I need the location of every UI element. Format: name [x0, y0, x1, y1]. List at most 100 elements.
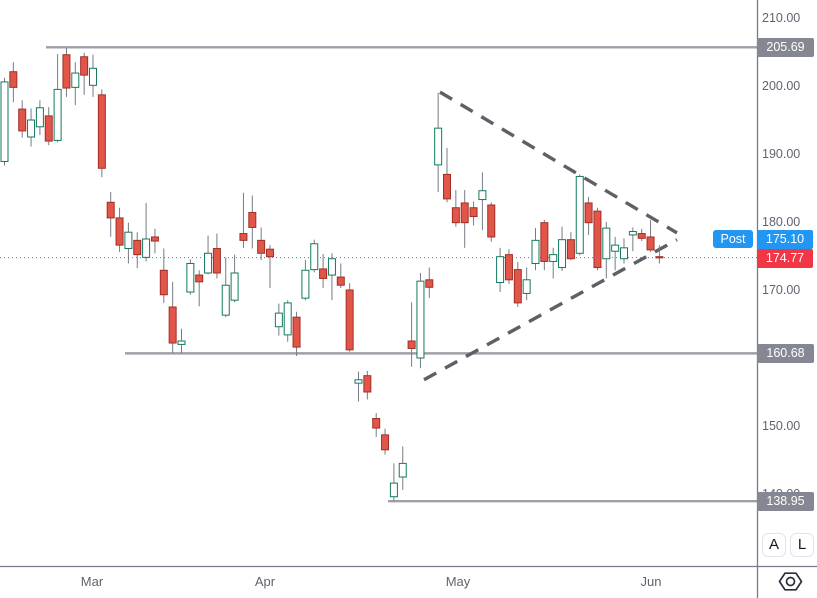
candle-down [239, 233, 248, 241]
price-tick-label: 180.00 [762, 215, 801, 229]
candle-up [389, 482, 398, 498]
month-label: Mar [80, 574, 104, 589]
candle-down [425, 279, 434, 288]
candle-down [372, 418, 381, 429]
candle-up [283, 302, 292, 336]
candle-up [186, 262, 195, 293]
candle-up [53, 88, 62, 141]
time-axis[interactable]: Mar Apr May Jun [0, 567, 817, 598]
candle-down [460, 202, 469, 224]
candle-up [177, 340, 186, 345]
candle-up [628, 231, 637, 236]
candle-down [292, 316, 301, 348]
candle-up [71, 72, 80, 88]
candle-down [257, 239, 266, 254]
candle-up [531, 239, 540, 264]
candle-down [345, 289, 354, 351]
candle-down [18, 108, 27, 132]
candle-down [443, 173, 451, 200]
candle-down [655, 256, 664, 259]
price-tick-label: 200.00 [762, 79, 801, 93]
candle-up [434, 127, 443, 166]
candle-up [416, 280, 425, 359]
candle-up [549, 254, 558, 262]
candle-down [248, 211, 257, 228]
candle-up [575, 175, 584, 254]
last-price-label: 174.77 [757, 249, 813, 268]
candle-up [620, 247, 628, 260]
candle-up [602, 227, 611, 260]
candle-down [44, 115, 53, 142]
hexagon-nut-icon [778, 572, 803, 591]
candle-down [80, 56, 89, 76]
price-tick-label: 170.00 [762, 283, 801, 297]
candle-up [354, 379, 363, 384]
log-scale-button[interactable]: L [790, 533, 814, 557]
month-label: Jun [640, 574, 662, 589]
candle-down [106, 201, 115, 219]
candle-down [593, 210, 602, 269]
candle-up [35, 107, 44, 128]
level-price-label: 205.69 [757, 37, 814, 57]
candle-down [62, 54, 71, 89]
price-axis[interactable]: 210.00200.00190.00180.00170.00160.00150.… [757, 0, 817, 566]
candle-down [266, 248, 274, 258]
candle-down [319, 268, 328, 279]
axis-settings-icon[interactable] [776, 569, 805, 594]
price-tick-label: 210.00 [762, 11, 801, 25]
candle-down [637, 233, 646, 239]
candle-down [451, 207, 460, 224]
candle-up [301, 269, 310, 299]
month-label: May [445, 574, 471, 589]
candle-down [159, 269, 168, 296]
candle-up [478, 190, 487, 201]
candle-up [327, 258, 336, 276]
level-price-label: 160.68 [757, 343, 814, 363]
candle-up [0, 81, 9, 162]
candle-up [611, 244, 620, 252]
post-market-tag: Post [713, 230, 753, 248]
candle-up [558, 239, 567, 269]
candle-down [487, 204, 496, 238]
candle-down [336, 276, 345, 286]
candle-down [168, 306, 177, 344]
candle-down [504, 254, 513, 281]
candle-down [115, 217, 124, 246]
candle-up [142, 238, 151, 258]
candle-up [398, 462, 407, 478]
candle-up [274, 312, 283, 328]
candle-up [496, 256, 505, 284]
candle-up [204, 252, 213, 274]
candle-up [89, 67, 97, 86]
candle-up [230, 272, 239, 301]
candle-down [513, 269, 522, 304]
candle-down [584, 202, 593, 224]
candle-down [212, 248, 221, 274]
candle-up [522, 279, 531, 294]
month-label: Apr [254, 574, 276, 589]
post-market-price-label: 175.10 [757, 230, 813, 249]
candle-down [9, 71, 18, 88]
candle-down [540, 222, 549, 262]
candle-down [133, 239, 142, 256]
candle-down [646, 236, 655, 251]
price-tick-label: 190.00 [762, 147, 801, 161]
triangle-lower-trendline[interactable] [423, 238, 678, 382]
candle-down [469, 207, 478, 218]
price-tick-label: 150.00 [762, 419, 801, 433]
level-price-label: 138.95 [757, 491, 814, 511]
candle-down [195, 274, 204, 283]
candle-up [124, 231, 133, 250]
triangle-upper-trendline[interactable] [439, 90, 678, 235]
candle-down [97, 94, 106, 169]
candle-up [221, 284, 230, 316]
candle-down [150, 236, 159, 242]
candle-down [381, 434, 390, 451]
auto-scale-button[interactable]: A [762, 533, 786, 557]
candle-down [566, 239, 575, 260]
candle-down [363, 375, 372, 393]
candle-up [310, 243, 319, 271]
candle-down [407, 340, 416, 349]
